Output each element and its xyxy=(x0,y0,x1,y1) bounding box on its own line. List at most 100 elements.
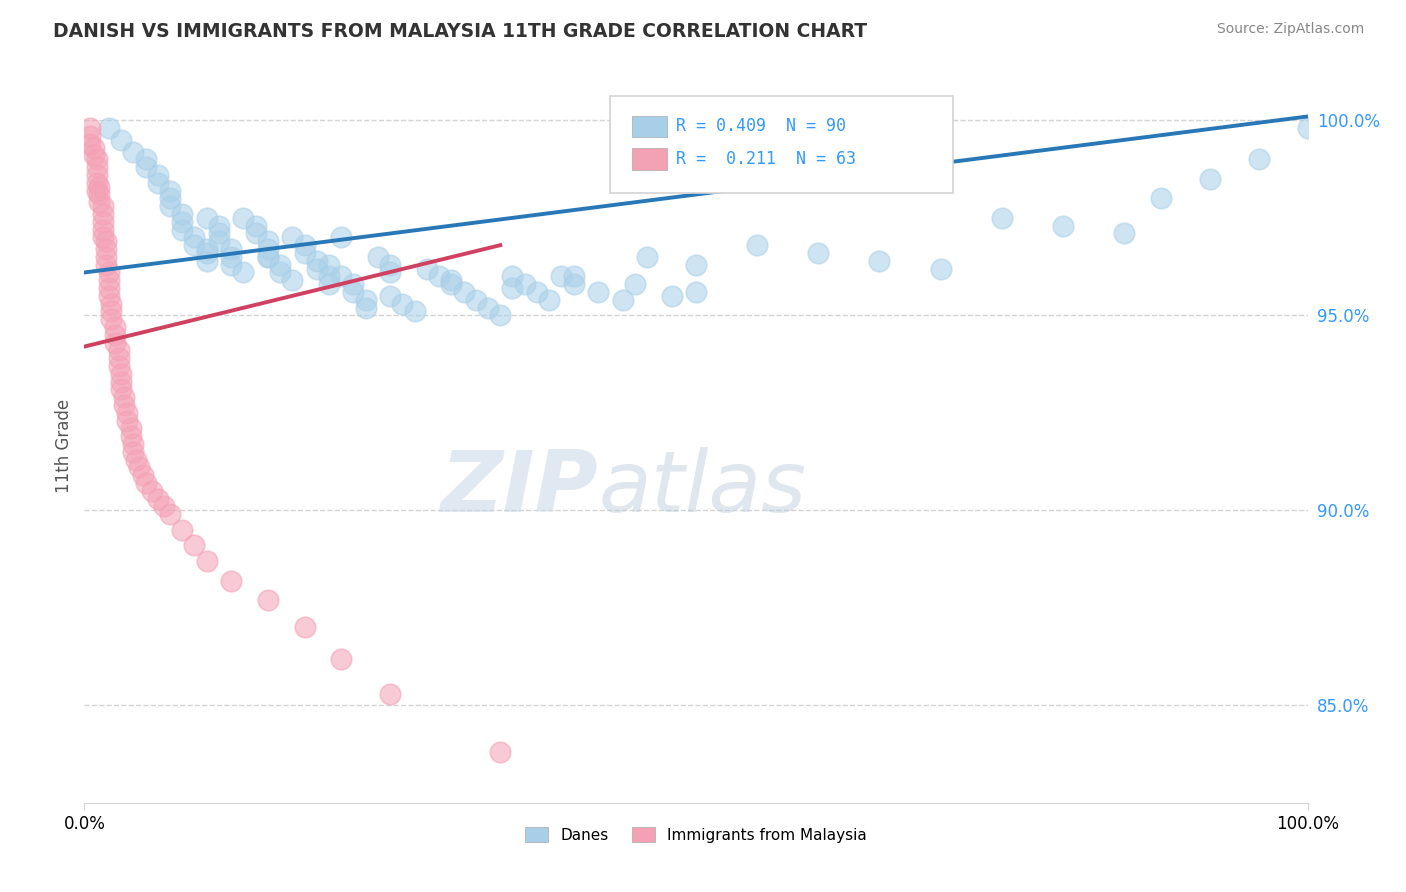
Point xyxy=(91,207,114,221)
Point xyxy=(477,301,499,315)
Y-axis label: 11th Grade: 11th Grade xyxy=(55,399,73,493)
Point xyxy=(257,242,280,256)
Text: Source: ZipAtlas.com: Source: ZipAtlas.com xyxy=(1216,22,1364,37)
Point xyxy=(104,327,127,342)
Point xyxy=(502,281,524,295)
Point xyxy=(79,136,101,151)
Point xyxy=(526,285,548,299)
Point xyxy=(122,437,145,451)
Point xyxy=(172,215,194,229)
Point xyxy=(146,491,169,506)
Point xyxy=(208,219,231,233)
Point xyxy=(318,277,340,292)
Point xyxy=(97,265,120,279)
Point xyxy=(1114,227,1136,241)
Point xyxy=(562,269,585,284)
Point xyxy=(132,468,155,483)
Point xyxy=(183,238,205,252)
Point xyxy=(86,184,108,198)
Point xyxy=(107,359,129,373)
Point xyxy=(257,250,280,264)
Point xyxy=(79,128,101,143)
Point xyxy=(354,293,377,307)
Point xyxy=(991,211,1014,225)
Point xyxy=(104,320,127,334)
Point xyxy=(807,246,830,260)
Point xyxy=(562,277,585,292)
Point xyxy=(232,265,254,279)
Point xyxy=(135,153,157,167)
Point xyxy=(87,179,110,194)
Point xyxy=(440,277,463,292)
Point xyxy=(636,250,658,264)
Point xyxy=(404,304,426,318)
Point xyxy=(83,148,105,162)
Point xyxy=(172,523,194,537)
Point xyxy=(661,289,683,303)
Point xyxy=(195,242,218,256)
Point xyxy=(869,253,891,268)
Point xyxy=(110,367,132,381)
Point xyxy=(107,343,129,358)
Point xyxy=(110,133,132,147)
Point xyxy=(86,153,108,167)
Point xyxy=(112,390,135,404)
Point xyxy=(550,269,572,284)
Point xyxy=(612,293,634,307)
Point xyxy=(135,160,157,174)
Point xyxy=(110,375,132,389)
Point xyxy=(305,253,328,268)
Point xyxy=(427,269,450,284)
Point xyxy=(122,145,145,159)
Point xyxy=(208,234,231,248)
Point xyxy=(128,460,150,475)
Point xyxy=(257,593,280,607)
Point xyxy=(122,445,145,459)
Point xyxy=(380,289,402,303)
Bar xyxy=(633,148,666,169)
Point xyxy=(120,429,142,443)
Point xyxy=(91,215,114,229)
Point xyxy=(586,285,609,299)
Point xyxy=(281,230,304,244)
Point xyxy=(219,242,242,256)
Point xyxy=(269,265,291,279)
Point xyxy=(146,176,169,190)
Point xyxy=(330,651,353,665)
Point xyxy=(153,500,176,514)
Point xyxy=(183,230,205,244)
Point xyxy=(440,273,463,287)
Point xyxy=(305,261,328,276)
Text: ZIP: ZIP xyxy=(440,447,598,531)
Point xyxy=(391,296,413,310)
Point xyxy=(97,273,120,287)
Point xyxy=(245,227,267,241)
Point xyxy=(685,285,707,299)
Point xyxy=(110,383,132,397)
Point xyxy=(367,250,389,264)
Point xyxy=(172,207,194,221)
Point xyxy=(318,269,340,284)
Point xyxy=(269,258,291,272)
Point xyxy=(219,258,242,272)
Point xyxy=(232,211,254,225)
Point xyxy=(330,269,353,284)
Bar xyxy=(633,116,666,137)
Point xyxy=(100,296,122,310)
Point xyxy=(159,199,181,213)
Point xyxy=(294,620,316,634)
Point xyxy=(87,187,110,202)
Point xyxy=(294,238,316,252)
Point xyxy=(330,230,353,244)
Point xyxy=(208,227,231,241)
Point xyxy=(112,398,135,412)
Point xyxy=(86,176,108,190)
Text: R = 0.409  N = 90: R = 0.409 N = 90 xyxy=(676,118,846,136)
Point xyxy=(318,258,340,272)
Point xyxy=(453,285,475,299)
Point xyxy=(100,312,122,326)
Point xyxy=(97,289,120,303)
Point xyxy=(96,234,118,248)
Point xyxy=(1052,219,1074,233)
Point xyxy=(281,273,304,287)
